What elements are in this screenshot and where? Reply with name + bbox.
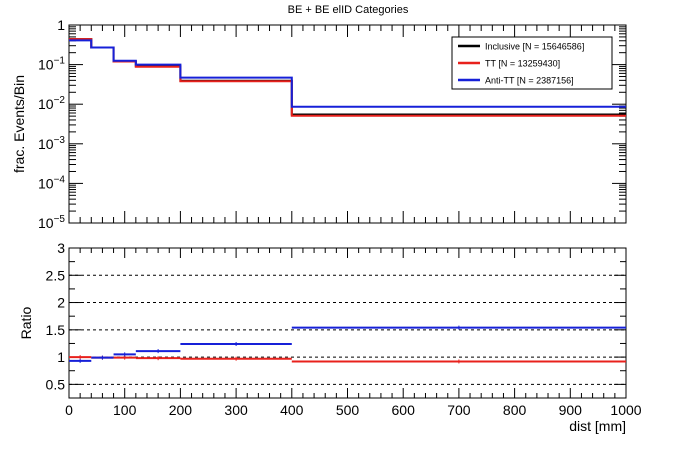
legend: Inclusive [N = 15646586] TT [N = 13259430… <box>451 36 613 90</box>
ratio-series-group <box>69 325 626 364</box>
x-tick-label: 900 <box>559 402 583 418</box>
x-tick-label: 1000 <box>610 402 641 418</box>
bottom-panel: 0 100 200 300 400 500 600 700 800 900 1000 0.5 1 1.5 2… <box>18 240 642 434</box>
chart-title: BE + BE elID Categories <box>288 4 409 16</box>
top-y-tick-label: 10−1 <box>38 56 65 73</box>
ratio-y-tick-label: 0.5 <box>46 376 66 392</box>
top-y-tick-label: 1 <box>57 17 65 33</box>
ratio-series-tt <box>69 355 626 364</box>
legend-entry: Inclusive [N = 15646586] <box>485 42 584 52</box>
top-y-tick-base: 10 <box>38 57 54 73</box>
top-series-group <box>69 38 626 117</box>
x-axis-label: dist [mm] <box>569 418 626 434</box>
top-panel: 110−110−210−310−410−5 frac. Events/Bin I… <box>11 17 627 231</box>
top-y-tick-exponent: −5 <box>54 214 66 225</box>
top-series-line <box>69 39 626 108</box>
ratio-gridlines <box>69 274 626 385</box>
x-tick-label: 400 <box>280 402 304 418</box>
top-y-tick-base: 10 <box>38 96 54 112</box>
top-y-tick-base: 10 <box>38 175 54 191</box>
top-y-tick-label: 10−4 <box>38 174 65 191</box>
top-y-axis-label: frac. Events/Bin <box>11 75 27 173</box>
legend-entry: TT [N = 13259430] <box>485 59 560 69</box>
x-tick-label: 300 <box>224 402 248 418</box>
legend-entry: Anti-TT [N = 2387156] <box>485 76 574 86</box>
top-y-tick-label: 10−5 <box>38 214 65 231</box>
x-tick-label: 500 <box>336 402 360 418</box>
x-tick-label: 200 <box>169 402 193 418</box>
ratio-y-tick-label: 1 <box>57 349 65 365</box>
top-y-tick-exponent: −1 <box>54 56 66 67</box>
x-tick-label: 100 <box>113 402 137 418</box>
top-y-tick-exponent: −4 <box>54 174 66 185</box>
ratio-y-tick-label: 2 <box>57 295 65 311</box>
top-series-anti-tt <box>69 39 626 108</box>
top-y-tick-exponent: −2 <box>54 95 66 106</box>
top-y-tick-base: 10 <box>38 136 54 152</box>
ratio-y-tick-label: 3 <box>57 240 65 256</box>
ratio-y-tick-label: 2.5 <box>46 267 66 283</box>
ratio-plot-frame <box>68 247 627 399</box>
ratio-axis-ticks: 0 100 200 300 400 500 600 700 800 900 1000 0.5 1 1.5 2… <box>46 240 642 418</box>
x-tick-label: 700 <box>447 402 471 418</box>
top-y-tick-base: 10 <box>38 215 54 231</box>
x-tick-label: 800 <box>503 402 527 418</box>
top-y-tick-label: 10−2 <box>38 95 65 112</box>
top-y-tick-base: 1 <box>57 17 65 33</box>
ratio-y-axis-label: Ratio <box>18 306 34 339</box>
x-tick-label: 0 <box>65 402 73 418</box>
top-y-tick-exponent: −3 <box>54 135 66 146</box>
x-tick-label: 600 <box>392 402 416 418</box>
ratio-series-anti-tt <box>69 325 626 363</box>
ratio-y-tick-label: 1.5 <box>46 322 66 338</box>
top-y-tick-label: 10−3 <box>38 135 65 152</box>
